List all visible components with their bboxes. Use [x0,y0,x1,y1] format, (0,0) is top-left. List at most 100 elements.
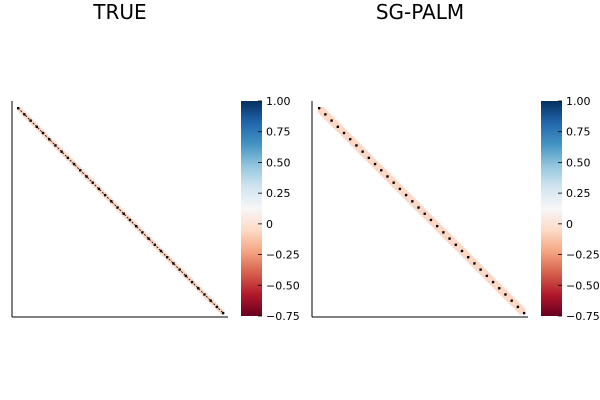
heatmap-cell-near-diagonal [27,115,30,118]
colorbar-tick-label: −0.25 [566,249,600,262]
heatmap-cell-near-diagonal [402,189,406,193]
heatmap-cell-near-diagonal [394,179,397,182]
heatmap-cell-near-diagonal [384,177,387,180]
heatmap-cell-near-diagonal [340,133,344,137]
heatmap-cell-near-diagonal [500,287,503,290]
heatmap-cell-near-diagonal [192,280,196,284]
heatmap-cell-diagonal [60,150,63,153]
heatmap-cell-diagonal [421,210,424,213]
heatmap-cell-near-diagonal [199,287,202,290]
heatmap-cell-near-diagonal [522,309,526,313]
heatmap-cell-near-diagonal [493,280,497,284]
heatmap-cell-near-diagonal [375,169,379,172]
heatmap-cell-near-diagonal [157,245,161,249]
heatmap-cell-near-diagonal [373,167,377,170]
heatmap-cell-near-diagonal [172,260,175,263]
heatmap-cell-near-diagonal [514,301,518,304]
heatmap-cell-near-diagonal [404,196,408,199]
heatmap-cell-near-diagonal [93,181,96,184]
heatmap-cell-near-diagonal [477,270,480,273]
heatmap-cell-near-diagonal [155,243,159,246]
heatmap-cell-near-diagonal [489,280,493,284]
heatmap-cell-near-diagonal [400,187,404,191]
heatmap-cell-near-diagonal [402,193,406,197]
heatmap-cell-near-diagonal [493,287,497,290]
heatmap-cell-near-diagonal [324,109,327,112]
heatmap-cell-diagonal [221,311,225,315]
heatmap-cell-near-diagonal [60,152,63,155]
heatmap-cell-diagonal [346,135,350,139]
heatmap-cell-near-diagonal [404,198,408,201]
heatmap-cell-near-diagonal [52,144,55,147]
heatmap-cell-near-diagonal [340,125,344,128]
panel-title-sg-palm: SG-PALM [376,0,464,24]
heatmap-cell-diagonal [56,146,59,149]
heatmap-cell-near-diagonal [367,160,371,164]
heatmap-cell-near-diagonal [520,311,524,315]
heatmap-cell-near-diagonal [516,303,520,307]
heatmap-cell-near-diagonal [409,200,412,203]
heatmap-cell-near-diagonal [163,256,167,259]
heatmap-cell-near-diagonal [380,164,383,168]
heatmap-cell-near-diagonal [506,299,509,302]
heatmap-cell-near-diagonal [188,276,192,280]
heatmap-cell-near-diagonal [392,183,395,186]
heatmap-cell-diagonal [496,285,499,288]
heatmap-cell-near-diagonal [415,202,418,205]
heatmap-cell-near-diagonal [62,154,65,157]
heatmap-cell-near-diagonal [429,220,433,224]
heatmap-cell-near-diagonal [328,115,331,118]
heatmap-cell-near-diagonal [413,200,416,203]
heatmap-cell-near-diagonal [166,253,169,257]
heatmap-cell-near-diagonal [101,189,105,193]
heatmap-cell-diagonal [199,289,202,292]
heatmap-cell-near-diagonal [473,258,476,261]
heatmap-cell-diagonal [419,208,422,211]
heatmap-cell-near-diagonal [52,140,55,143]
heatmap-cell-near-diagonal [349,142,352,145]
heatmap-cell-near-diagonal [168,260,171,263]
heatmap-cell-near-diagonal [324,117,327,120]
heatmap-cell-near-diagonal [367,158,371,162]
heatmap-cell-near-diagonal [425,212,429,215]
heatmap-cell-near-diagonal [203,295,206,298]
heatmap-cell-near-diagonal [116,208,119,211]
heatmap-cell-near-diagonal [332,119,335,122]
heatmap-cell-near-diagonal [149,241,152,244]
heatmap-cell-diagonal [481,270,484,273]
heatmap-cell-diagonal [336,125,339,128]
heatmap-cell-near-diagonal [452,237,455,240]
heatmap-cell-near-diagonal [390,183,393,186]
heatmap-cell-near-diagonal [508,293,511,296]
heatmap-cell-near-diagonal [446,231,449,234]
heatmap-cell-near-diagonal [458,243,462,246]
heatmap-cell-near-diagonal [382,167,385,170]
heatmap-cell-near-diagonal [25,117,28,120]
heatmap-cell-near-diagonal [21,113,24,116]
heatmap-cell-near-diagonal [155,247,159,251]
heatmap-cell-near-diagonal [37,125,41,128]
heatmap-cell-near-diagonal [485,270,489,273]
heatmap-cell-near-diagonal [31,119,34,122]
heatmap-cell-diagonal [417,206,420,209]
heatmap-cell-near-diagonal [409,196,412,199]
heatmap-cell-near-diagonal [184,276,188,280]
heatmap-cell-diagonal [502,291,505,294]
heatmap-cell-near-diagonal [456,249,460,253]
heatmap-cell-near-diagonal [195,287,198,290]
heatmap-cell-near-diagonal [450,241,453,244]
heatmap-cell-near-diagonal [174,266,177,269]
heatmap-cell-near-diagonal [502,289,505,292]
heatmap-cell-near-diagonal [373,158,377,162]
heatmap-cell-near-diagonal [112,204,115,207]
heatmap-cell-near-diagonal [41,133,45,137]
heatmap-cell-near-diagonal [99,187,103,191]
heatmap-cell-diagonal [392,181,395,184]
heatmap-cell-diagonal [338,127,342,131]
heatmap-cell-near-diagonal [500,285,503,288]
heatmap-cell-near-diagonal [211,299,214,302]
heatmap-cell-near-diagonal [342,127,346,131]
heatmap-cell-near-diagonal [520,305,524,309]
heatmap-cell-near-diagonal [440,231,443,234]
